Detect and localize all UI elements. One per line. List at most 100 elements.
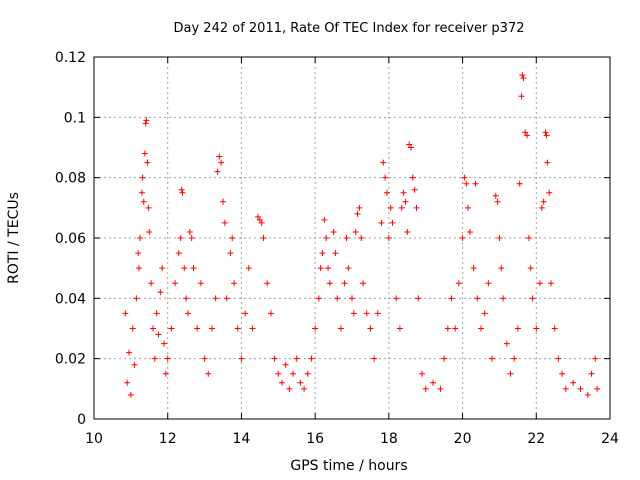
x-tick-labels: 10 12 14 16 18 20 22 24 [85, 431, 619, 447]
y-tick-label: 0.02 [55, 352, 86, 368]
data-point [332, 250, 339, 257]
data-point [400, 189, 407, 196]
data-point [520, 75, 527, 82]
data-point [507, 370, 514, 377]
data-point [378, 219, 385, 226]
data-point [181, 265, 188, 272]
data-point [205, 370, 212, 377]
data-point [461, 174, 468, 181]
data-point [592, 355, 599, 362]
data-point [525, 235, 532, 241]
data-point [422, 385, 429, 392]
data-point [315, 295, 322, 302]
data-point [466, 228, 473, 235]
data-point [256, 216, 263, 223]
data-point [341, 280, 348, 287]
data-point [543, 132, 550, 139]
y-tick-label: 0.04 [55, 291, 86, 307]
data-point [562, 385, 569, 392]
data-point [393, 295, 400, 302]
data-point [337, 325, 344, 332]
data-point [548, 280, 555, 287]
data-point [478, 325, 484, 332]
data-point [413, 204, 420, 211]
data-point [177, 235, 184, 241]
data-point [312, 325, 319, 332]
data-point [330, 228, 337, 235]
data-point [542, 129, 549, 136]
data-point [522, 129, 529, 136]
data-point [172, 280, 179, 287]
data-point [229, 235, 236, 241]
data-point [343, 235, 350, 241]
data-point [258, 219, 265, 226]
data-point [470, 265, 477, 272]
data-point [500, 295, 507, 302]
data-point [358, 235, 365, 241]
x-tick-label: 24 [601, 431, 619, 447]
data-point [214, 168, 221, 175]
y-tick-label: 0.12 [55, 50, 86, 66]
data-point [371, 355, 378, 362]
data-point [367, 325, 374, 332]
data-point [511, 355, 518, 362]
grid-lines [94, 57, 610, 419]
data-point [524, 132, 531, 139]
data-point [149, 325, 156, 332]
data-point [184, 310, 191, 317]
data-point [481, 310, 488, 317]
data-point [374, 310, 381, 317]
data-point [459, 235, 466, 241]
data-point [242, 310, 249, 317]
data-point [139, 174, 146, 181]
data-point [238, 355, 245, 362]
data-point [267, 310, 274, 317]
data-point [186, 228, 193, 235]
data-point [514, 325, 521, 332]
data-point [494, 198, 501, 205]
data-point [126, 349, 133, 356]
data-point [323, 235, 330, 241]
data-point [140, 198, 147, 205]
data-point [409, 174, 416, 181]
data-point [293, 355, 300, 362]
data-point [145, 204, 152, 211]
data-point [415, 295, 422, 302]
data-point [159, 265, 166, 272]
data-point [385, 235, 392, 241]
data-point [127, 391, 134, 398]
data-point [536, 280, 543, 287]
data-point [155, 331, 162, 338]
y-tick-label: 0 [77, 412, 86, 428]
data-point [345, 265, 352, 272]
chart-title: Day 242 of 2011, Rate Of TEC Index for r… [174, 21, 525, 36]
data-point [356, 204, 363, 211]
data-point [396, 325, 403, 332]
data-point [317, 265, 324, 272]
data-point [325, 265, 332, 272]
data-point [133, 295, 140, 302]
data-point [326, 280, 333, 287]
y-tick-label: 0.1 [64, 110, 86, 126]
data-point [533, 325, 540, 332]
data-point [498, 265, 505, 272]
data-point [278, 379, 285, 386]
data-point [492, 192, 499, 199]
data-point [260, 235, 267, 241]
data-point [551, 325, 558, 332]
data-point [201, 355, 208, 362]
data-point [271, 355, 278, 362]
data-point [544, 159, 551, 166]
data-point [577, 385, 584, 392]
data-point [441, 355, 448, 362]
data-point [245, 265, 252, 272]
data-point [354, 210, 361, 217]
data-point [190, 265, 197, 272]
data-point [570, 379, 577, 386]
data-point [142, 120, 149, 127]
data-point [406, 141, 413, 148]
y-axis-label: ROTI / TECUs [6, 192, 22, 284]
data-point [430, 379, 437, 386]
data-point [465, 204, 472, 211]
data-point [519, 72, 526, 79]
